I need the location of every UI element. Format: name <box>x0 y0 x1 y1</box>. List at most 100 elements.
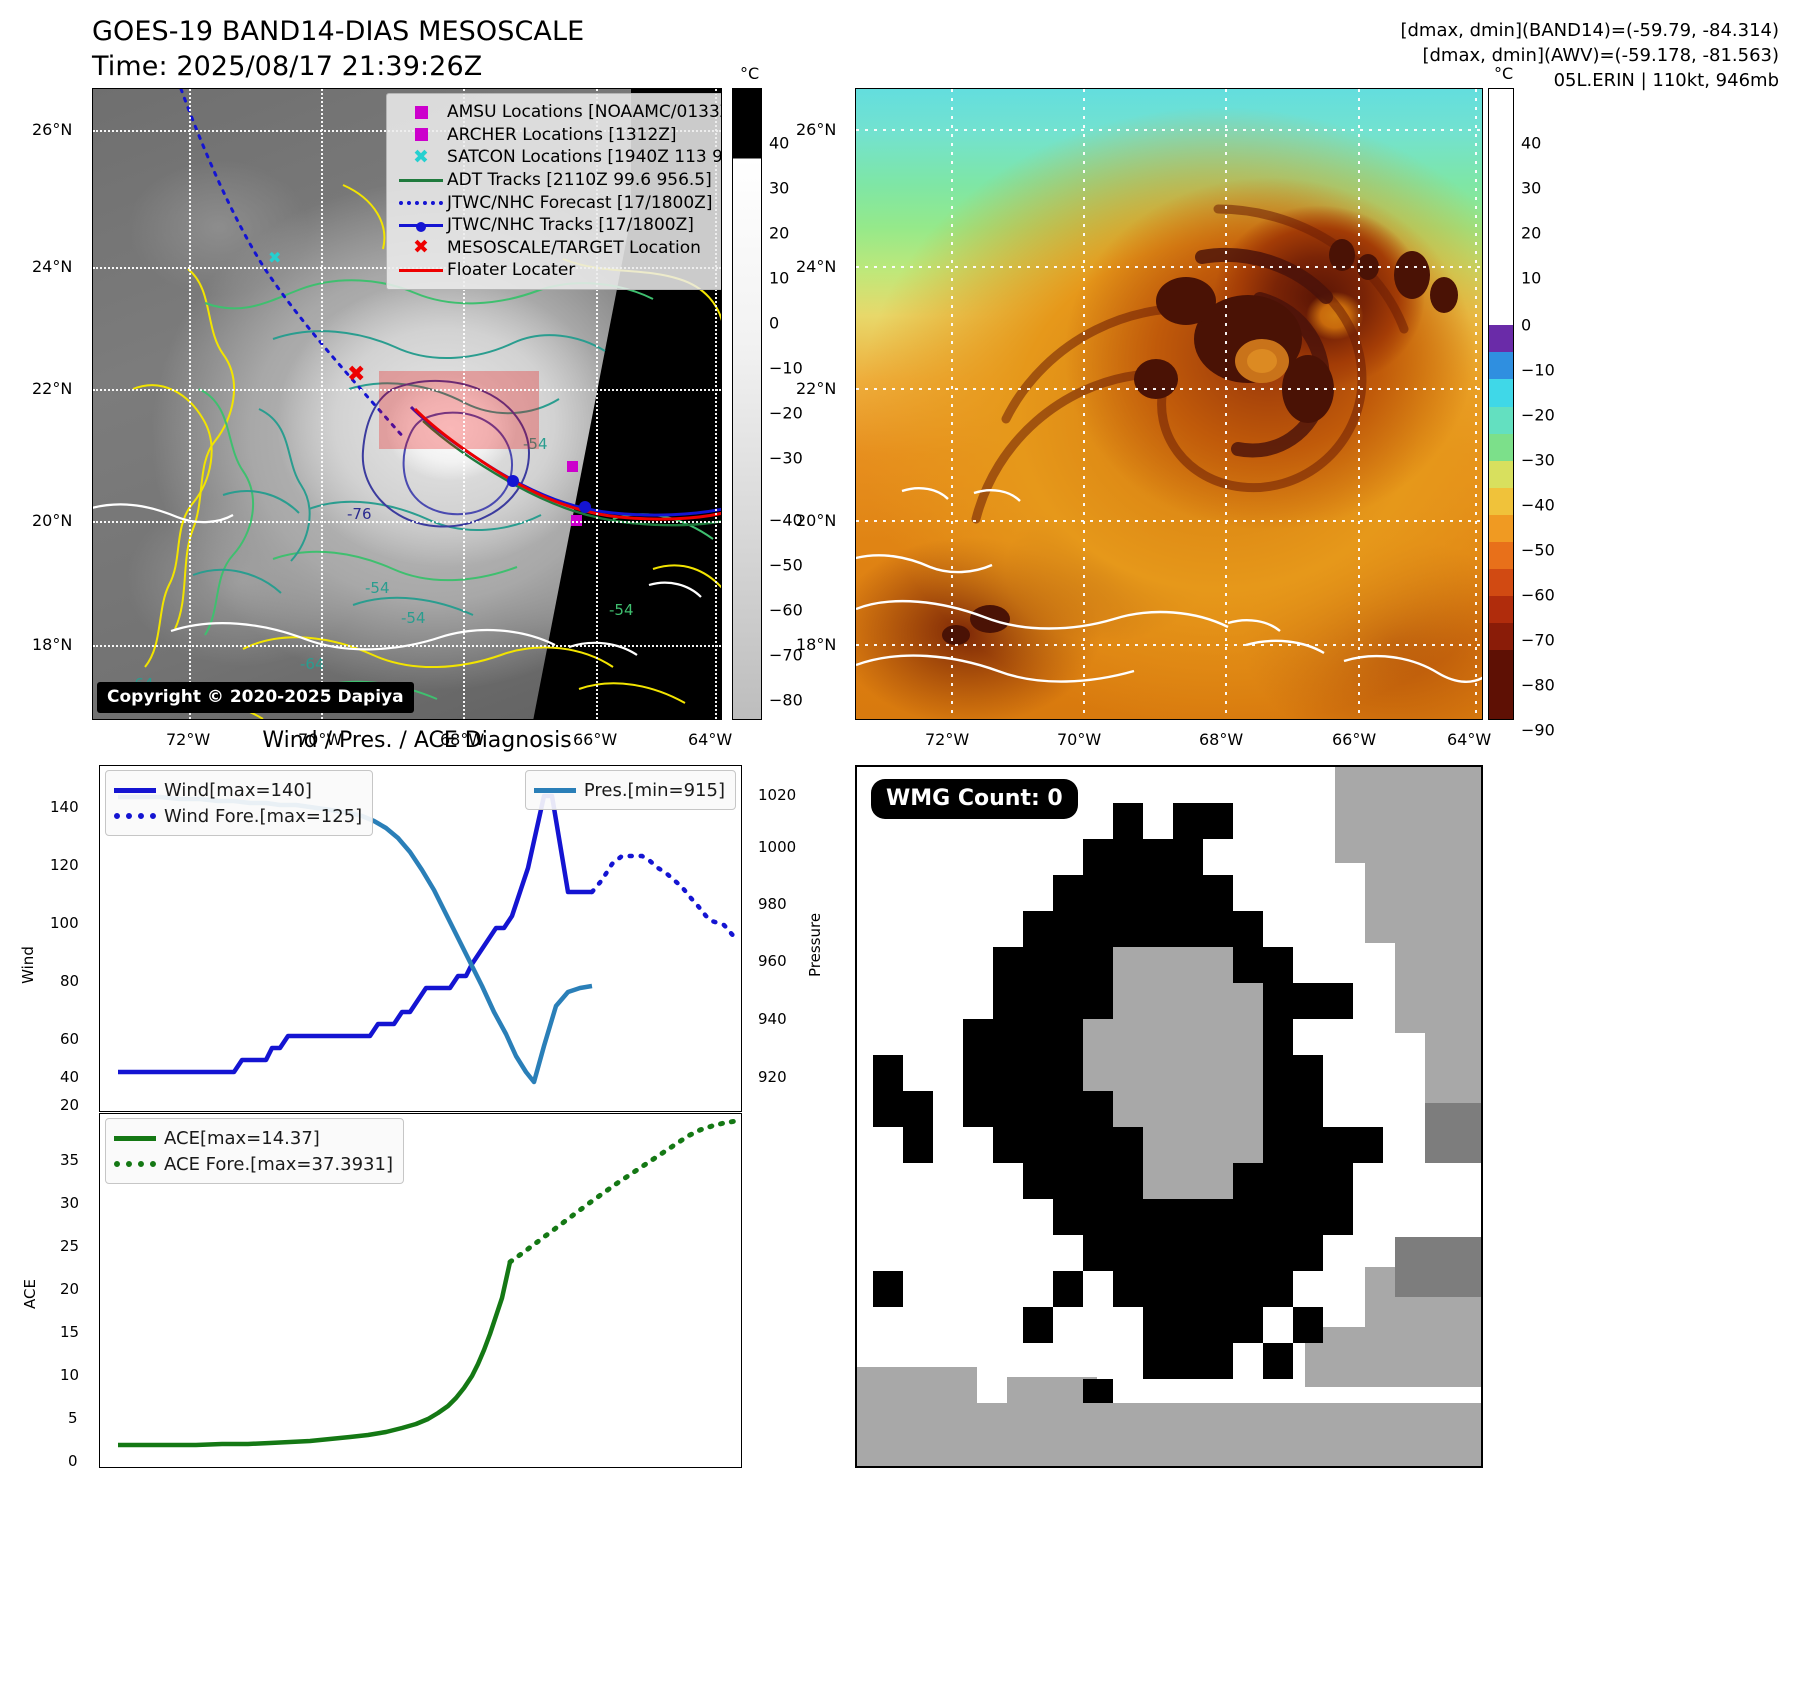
svg-text:✖: ✖ <box>268 248 281 267</box>
legend-item-ace-forecast[interactable]: ACE Fore.[max=37.3931] <box>114 1151 393 1177</box>
wind-axis-title: Wind <box>19 946 37 984</box>
awv-xtick-72W: 72°W <box>925 730 970 749</box>
ir-xtick-70W: 70°W <box>298 730 343 749</box>
x-marker-icon: ✖ <box>413 236 429 259</box>
ir-cbtick-m10: −10 <box>769 358 803 378</box>
awv-xtick-64W: 64°W <box>1447 730 1492 749</box>
ace-ytick-25: 25 <box>60 1237 80 1255</box>
legend-item-ace[interactable]: ACE[max=14.37] <box>114 1125 393 1151</box>
square-marker-icon <box>395 105 447 119</box>
wmg-mask-panel[interactable]: WMG Count: 0 <box>855 765 1483 1468</box>
legend-label: JTWC/NHC Tracks [17/1800Z] <box>447 215 694 236</box>
solid-line-icon <box>114 1135 164 1141</box>
awv-cbtick-m20: −20 <box>1521 405 1555 425</box>
awv-colorbar-gradient <box>1488 88 1514 720</box>
awv-cbtick-m90: −90 <box>1521 720 1555 740</box>
ace-ytick-30: 30 <box>60 1194 80 1212</box>
legend-item-adt-tracks[interactable]: ADT Tracks [2110Z 99.6 956.5] <box>395 169 721 192</box>
ace-ytick-15: 15 <box>60 1323 80 1341</box>
ir-colorbar-unit: °C <box>740 64 760 83</box>
gridline-18N <box>93 645 721 647</box>
diagnosis-title: Wind / Pres. / ACE Diagnosis <box>262 728 572 753</box>
wind-ytick-40: 40 <box>60 1068 80 1086</box>
ace-ytick-10: 10 <box>60 1366 80 1384</box>
pres-ytick-920: 920 <box>758 1068 787 1086</box>
legend-item-jtwc-forecast[interactable]: JTWC/NHC Forecast [17/1800Z] <box>395 191 721 214</box>
svg-text:-54: -54 <box>401 609 426 627</box>
ir-xtick-72W: 72°W <box>166 730 211 749</box>
wind-ytick-100: 100 <box>50 914 79 932</box>
gridline-68W <box>463 89 465 719</box>
ir-cbtick-10: 10 <box>769 268 790 288</box>
awv-satellite-panel[interactable] <box>855 88 1483 720</box>
awv-ytick-26N: 26°N <box>796 120 837 139</box>
legend-item-wind-forecast[interactable]: Wind Fore.[max=125] <box>114 803 362 829</box>
legend-item-floater-locater[interactable]: Floater Locater <box>395 259 721 282</box>
legend-label: ARCHER Locations [1312Z] <box>447 124 677 145</box>
gridline-64W <box>715 89 717 719</box>
ace-chart[interactable]: ACE[max=14.37] ACE Fore.[max=37.3931] <box>99 1113 742 1468</box>
legend-label: ACE Fore.[max=37.3931] <box>164 1153 393 1175</box>
ir-ytick-22N: 22°N <box>32 379 73 398</box>
wind-ytick-140: 140 <box>50 798 79 816</box>
ace-ytick-0: 0 <box>68 1452 78 1470</box>
wind-pressure-chart[interactable]: Wind[max=140] Wind Fore.[max=125] Pres.[… <box>99 765 742 1112</box>
ir-cbtick-m80: −80 <box>769 690 803 710</box>
ir-map-legend: AMSU Locations [NOAAMC/0133Z 107 946] AR… <box>386 93 722 290</box>
ir-cbtick-m20: −20 <box>769 403 803 423</box>
legend-item-pressure[interactable]: Pres.[min=915] <box>533 777 725 803</box>
legend-item-amsu[interactable]: AMSU Locations [NOAAMC/0133Z 107 946] <box>395 101 722 124</box>
awv-overlay <box>856 89 1482 719</box>
line-with-dot-marker-icon <box>395 221 447 232</box>
legend-item-mesoscale-target[interactable]: ✖ MESOSCALE/TARGET Location <box>395 236 721 260</box>
wind-ytick-60: 60 <box>60 1030 80 1048</box>
ir-cbtick-m60: −60 <box>769 600 803 620</box>
ir-satellite-panel[interactable]: -76 -54 -54 -64 -64 -54 -54 -54 ✖ ✖ Copy… <box>92 88 722 720</box>
legend-item-satcon[interactable]: ✖ SATCON Locations [1940Z 113 945] <box>395 145 721 169</box>
ir-cbtick-30: 30 <box>769 178 790 198</box>
legend-item-jtwc-tracks[interactable]: JTWC/NHC Tracks [17/1800Z] <box>395 214 721 237</box>
ir-cbtick-m70: −70 <box>769 645 803 665</box>
legend-label: Floater Locater <box>447 260 576 281</box>
pres-ytick-980: 980 <box>758 895 787 913</box>
svg-text:✖: ✖ <box>347 362 365 387</box>
solid-line-icon <box>533 787 584 793</box>
legend-label: Wind Fore.[max=125] <box>164 805 363 827</box>
awv-colorbar-unit: °C <box>1494 64 1514 83</box>
svg-text:-64: -64 <box>300 655 325 673</box>
dmax-dmin-band14: [dmax, dmin](BAND14)=(-59.79, -84.314) <box>1400 20 1779 41</box>
awv-xtick-70W: 70°W <box>1057 730 1102 749</box>
wind-legend: Wind[max=140] Wind Fore.[max=125] <box>105 770 374 836</box>
wind-ytick-20: 20 <box>60 1096 80 1114</box>
dotted-line-icon <box>395 200 447 205</box>
ace-ytick-20: 20 <box>60 1280 80 1298</box>
legend-label: AMSU Locations [NOAAMC/0133Z 107 946] <box>447 102 722 123</box>
dmax-dmin-awv: [dmax, dmin](AWV)=(-59.178, -81.563) <box>1422 45 1779 67</box>
solid-line-icon <box>114 787 164 793</box>
awv-cbtick-m50: −50 <box>1521 540 1555 560</box>
pres-ytick-1020: 1020 <box>758 786 797 804</box>
ace-ytick-35: 35 <box>60 1151 80 1169</box>
awv-colorbar[interactable]: °C 40 30 20 10 0 −10 −20 −30 −40 −50 −60… <box>1488 64 1555 740</box>
awv-cbtick-m60: −60 <box>1521 585 1555 605</box>
pres-ytick-1000: 1000 <box>758 838 797 856</box>
awv-cbtick-m30: −30 <box>1521 450 1555 470</box>
awv-cbtick-m80: −80 <box>1521 675 1555 695</box>
dotted-line-icon <box>114 1161 164 1167</box>
pres-axis-title: Pressure <box>806 912 824 977</box>
square-marker-icon <box>395 128 447 142</box>
pressure-legend: Pres.[min=915] <box>524 770 736 810</box>
ir-ytick-24N: 24°N <box>32 257 73 276</box>
gridline-70W <box>321 89 323 719</box>
gridline-20N <box>93 521 721 523</box>
wind-ytick-80: 80 <box>60 972 80 990</box>
header-stats: [dmax, dmin](BAND14)=(-59.79, -84.314) [… <box>1400 18 1779 94</box>
solid-line-icon <box>395 268 447 272</box>
legend-item-archer[interactable]: ARCHER Locations [1312Z] <box>395 124 721 147</box>
ir-colorbar[interactable]: °C 40 30 20 10 0 −10 −20 −30 −40 −50 −60… <box>732 64 803 720</box>
x-marker-icon: ✖ <box>413 145 429 168</box>
awv-xtick-68W: 68°W <box>1199 730 1244 749</box>
awv-ytick-20N: 20°N <box>796 511 837 530</box>
legend-item-wind[interactable]: Wind[max=140] <box>114 777 362 803</box>
awv-imagery <box>856 89 1482 719</box>
